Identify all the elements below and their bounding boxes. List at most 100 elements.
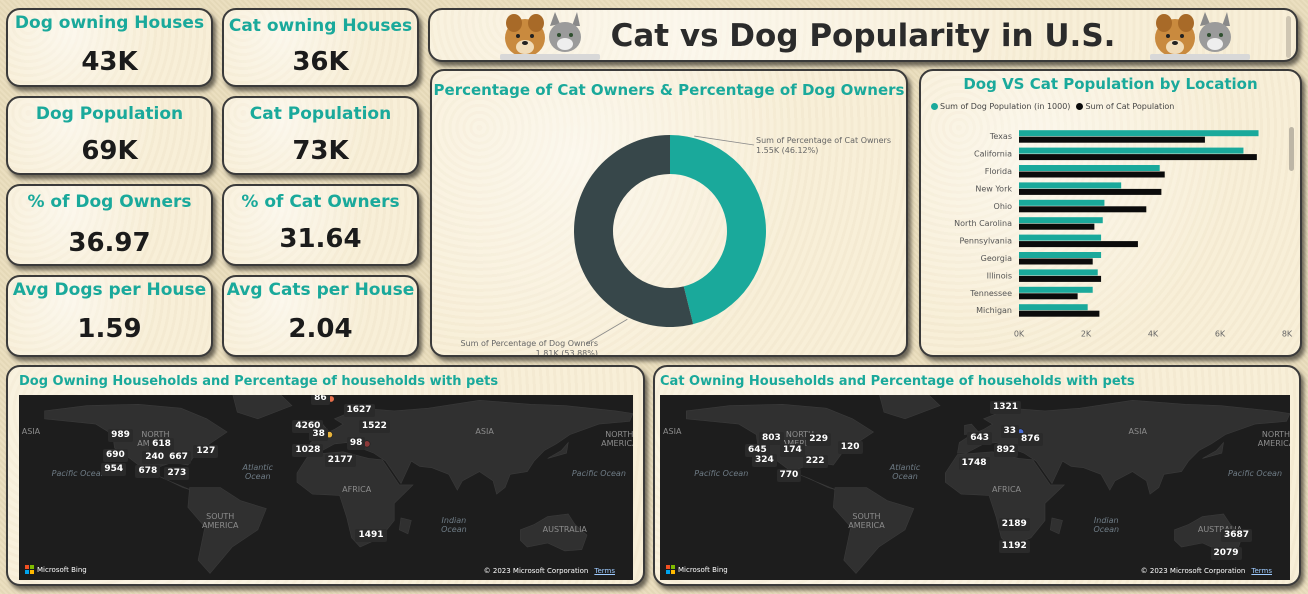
- map-point-label[interactable]: 3687: [1221, 529, 1253, 543]
- scrollbar[interactable]: [1286, 16, 1291, 58]
- landmass-australia: [520, 513, 588, 552]
- map-region-label: SOUTH AMERICA: [202, 511, 239, 530]
- map-point-label[interactable]: 2177: [324, 454, 356, 468]
- bar-category-label: New York: [975, 184, 1012, 193]
- map-point-label[interactable]: 690: [103, 448, 128, 462]
- kpi-card-dog-owners-pct[interactable]: % of Dog Owners 36.97: [6, 184, 213, 266]
- bar-cat-illinois[interactable]: [1019, 275, 1102, 282]
- kpi-card-cat-population[interactable]: Cat Population 73K: [222, 96, 419, 175]
- map-point-label[interactable]: 38: [309, 427, 328, 441]
- map-point-label[interactable]: 2189: [998, 517, 1030, 531]
- map-point-label[interactable]: 643: [967, 431, 993, 445]
- bing-label: Microsoft Bing: [678, 565, 728, 574]
- cat-map[interactable]: ASIA NORTH AMERICA SOUTH AMERICA AFRICA AUST…: [660, 395, 1290, 580]
- map-region-label: AFRICA: [991, 485, 1022, 495]
- map-point-label[interactable]: 222: [802, 455, 828, 469]
- map-point-label[interactable]: 174: [780, 443, 805, 457]
- kpi-card-cat-owners-pct[interactable]: % of Cat Owners 31.64: [222, 184, 419, 266]
- bar-cat-north-carolina[interactable]: [1019, 223, 1095, 230]
- map-point-label[interactable]: 876: [1018, 432, 1043, 446]
- donut-slice-dog[interactable]: [574, 135, 694, 327]
- donut-chart-panel[interactable]: Percentage of Cat Owners & Percentage of…: [430, 69, 908, 357]
- cat-map-panel[interactable]: Cat Owning Households and Percentage of …: [653, 365, 1301, 586]
- map-point-label[interactable]: 1028: [292, 443, 324, 457]
- donut-slice-label: Sum of Percentage of Cat Owners: [756, 136, 891, 145]
- map-point-label[interactable]: 618: [149, 438, 174, 452]
- bar-dog-florida[interactable]: [1019, 165, 1160, 171]
- bar-dog-georgia[interactable]: [1019, 252, 1102, 258]
- map-point-label[interactable]: 324: [752, 454, 777, 468]
- bar-chart-scrollbar[interactable]: [1289, 127, 1294, 171]
- map-point-label[interactable]: 892: [993, 443, 1019, 457]
- bar-dog-north-carolina[interactable]: [1019, 217, 1103, 224]
- map-point-label[interactable]: 1748: [958, 456, 990, 470]
- bar-cat-pennsylvania[interactable]: [1019, 241, 1138, 248]
- bar-dog-michigan[interactable]: [1019, 304, 1088, 311]
- map-point-label[interactable]: 954: [101, 463, 127, 477]
- bar-chart-panel[interactable]: Dog VS Cat Population by Location Sum of…: [919, 69, 1302, 357]
- map-ocean-label: Indian Ocean: [441, 515, 467, 534]
- map-point-label[interactable]: 989: [108, 428, 133, 442]
- map-point-label[interactable]: 240: [142, 451, 168, 465]
- bar-dog-texas[interactable]: [1019, 130, 1259, 137]
- donut-slice-cat[interactable]: [670, 135, 767, 325]
- map-point-label[interactable]: 273: [164, 467, 190, 481]
- landmass-africa: [296, 451, 414, 548]
- dog-map[interactable]: ASIA NORTH AMERICA SOUTH AMERICA AFRICA AUST…: [19, 395, 633, 580]
- bar-dog-new-york[interactable]: [1019, 182, 1122, 189]
- map-point-label[interactable]: 770: [776, 468, 802, 482]
- map-point-label[interactable]: 678: [135, 464, 161, 478]
- kpi-card-cat-houses[interactable]: Cat owning Houses 36K: [222, 8, 419, 87]
- map-ocean-label: Pacific Ocean: [571, 469, 626, 479]
- map-point-label[interactable]: 120: [837, 440, 863, 454]
- bar-dog-tennessee[interactable]: [1019, 286, 1093, 293]
- bar-cat-ohio[interactable]: [1019, 206, 1147, 213]
- legend-item-cat: Sum of Cat Population: [1076, 102, 1174, 111]
- bar-category-label: Illinois: [987, 271, 1012, 280]
- map-copyright: © 2023 Microsoft Corporation Terms: [484, 567, 615, 575]
- dog-map-panel[interactable]: Dog Owning Households and Percentage of …: [6, 365, 645, 586]
- x-tick-label: 0K: [1014, 329, 1025, 338]
- bar-cat-new-york[interactable]: [1019, 188, 1162, 195]
- map-point-label[interactable]: 1522: [358, 419, 390, 433]
- map-point-label[interactable]: 127: [193, 444, 219, 458]
- map-point-label[interactable]: 2079: [1210, 546, 1242, 560]
- bar-dog-pennsylvania[interactable]: [1019, 234, 1102, 241]
- bar-cat-california[interactable]: [1019, 154, 1257, 161]
- map-point-label[interactable]: 667: [166, 451, 191, 465]
- map-point-label[interactable]: 98: [346, 436, 366, 450]
- map-point-label[interactable]: 86: [311, 395, 330, 405]
- kpi-card-dog-houses[interactable]: Dog owning Houses 43K: [6, 8, 213, 87]
- bar-cat-florida[interactable]: [1019, 171, 1165, 178]
- kpi-card-dog-population[interactable]: Dog Population 69K: [6, 96, 213, 175]
- bar-dog-illinois[interactable]: [1019, 269, 1098, 276]
- map-point-label[interactable]: 645: [745, 443, 770, 457]
- kpi-value: 43K: [81, 47, 138, 77]
- landmass-japan: [1202, 441, 1224, 459]
- bar-dog-ohio[interactable]: [1019, 199, 1105, 206]
- bar-dog-california[interactable]: [1019, 147, 1244, 154]
- world-map-svg: [686, 395, 1290, 574]
- bar-cat-georgia[interactable]: [1019, 258, 1093, 265]
- map-point-label[interactable]: 229: [806, 432, 832, 446]
- map-region-label: SOUTH AMERICA: [848, 511, 885, 530]
- map-point-label[interactable]: 1491: [355, 529, 387, 543]
- kpi-card-avg-dogs[interactable]: Avg Dogs per House 1.59: [6, 275, 213, 357]
- map-point-label[interactable]: 803: [759, 431, 784, 445]
- map-point-label[interactable]: 1321: [990, 401, 1022, 415]
- bar-category-label: Florida: [985, 167, 1012, 176]
- terms-link[interactable]: Terms: [594, 567, 615, 575]
- terms-link[interactable]: Terms: [1251, 567, 1272, 575]
- map-point-label[interactable]: 1627: [343, 403, 375, 417]
- landmass-eurasia: [957, 399, 1290, 495]
- map-region-label: NORTH AMERICA: [1257, 429, 1290, 448]
- landmass-japan: [547, 441, 569, 459]
- bar-cat-michigan[interactable]: [1019, 310, 1100, 317]
- bar-cat-texas[interactable]: [1019, 136, 1205, 143]
- map-ocean-label: Atlantic Ocean: [889, 462, 921, 481]
- kpi-card-avg-cats[interactable]: Avg Cats per House 2.04: [222, 275, 419, 357]
- map-point-label[interactable]: 1192: [998, 539, 1030, 553]
- bar-category-label: North Carolina: [954, 219, 1012, 228]
- map-point-label[interactable]: 33: [1000, 425, 1020, 438]
- bar-cat-tennessee[interactable]: [1019, 293, 1078, 300]
